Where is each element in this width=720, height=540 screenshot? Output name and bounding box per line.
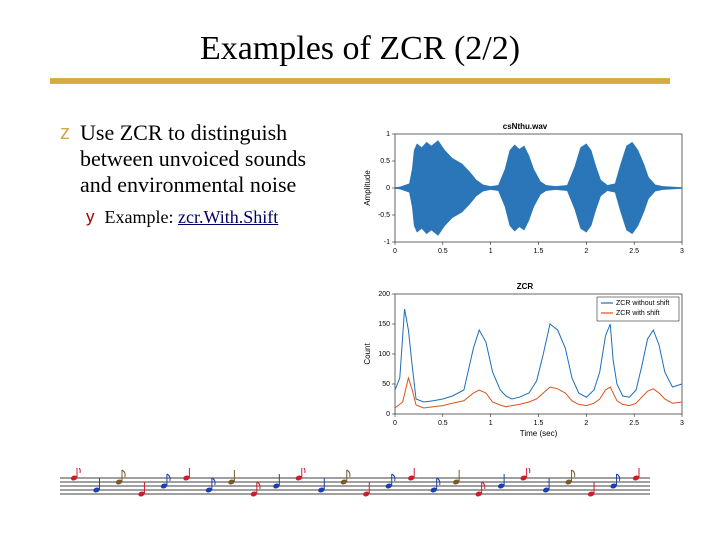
svg-text:0.5: 0.5 (438, 420, 448, 427)
svg-text:1: 1 (386, 131, 390, 138)
svg-text:2.5: 2.5 (629, 420, 639, 427)
svg-text:-0.5: -0.5 (378, 212, 390, 219)
music-staff-decoration (60, 468, 650, 504)
svg-text:-1: -1 (384, 239, 390, 246)
waveform-chart: csNthu.wav Amplitude 0 0.5 1 1.5 2 2.5 3 -1 -0.5 0 0… (360, 120, 690, 260)
svg-text:2: 2 (584, 420, 588, 427)
svg-text:50: 50 (382, 381, 390, 388)
svg-text:3: 3 (680, 420, 684, 427)
svg-text:0: 0 (386, 411, 390, 418)
svg-text:Time (sec): Time (sec) (520, 429, 558, 438)
svg-text:0: 0 (393, 420, 397, 427)
svg-text:1.5: 1.5 (534, 248, 544, 255)
svg-text:ZCR with shift: ZCR with shift (616, 310, 660, 317)
svg-text:0: 0 (393, 248, 397, 255)
svg-text:ZCR without shift: ZCR without shift (616, 300, 669, 307)
svg-text:Amplitude: Amplitude (363, 170, 372, 206)
bullet-marker-z: z (60, 120, 70, 146)
page-title: Examples of ZCR (2/2) (200, 30, 520, 67)
svg-text:150: 150 (378, 321, 390, 328)
svg-text:100: 100 (378, 351, 390, 358)
svg-text:csNthu.wav: csNthu.wav (503, 122, 548, 131)
bullet-text: Use ZCR to distinguish between unvoiced … (80, 120, 340, 198)
title-block: Examples of ZCR (2/2) (0, 30, 720, 68)
svg-text:1: 1 (489, 420, 493, 427)
zcr-chart: ZCR Count Time (sec) 0 0.5 1 1.5 2 2.5 3 0 50 100 150… (360, 280, 690, 440)
slide: Examples of ZCR (2/2) z Use ZCR to disti… (0, 0, 720, 540)
svg-text:2.5: 2.5 (629, 248, 639, 255)
bullet-marker-y: y (86, 206, 95, 228)
svg-text:ZCR: ZCR (517, 282, 534, 291)
svg-text:2: 2 (584, 248, 588, 255)
example-label: Example: (105, 207, 178, 227)
title-underline (50, 76, 670, 86)
bullet-text: Example: zcr.With.Shift (105, 206, 279, 228)
bullet-list: z Use ZCR to distinguish between unvoice… (60, 120, 340, 228)
svg-text:Count: Count (363, 343, 372, 365)
bullet-level1: z Use ZCR to distinguish between unvoice… (60, 120, 340, 198)
svg-text:1.5: 1.5 (534, 420, 544, 427)
svg-text:1: 1 (489, 248, 493, 255)
svg-text:3: 3 (680, 248, 684, 255)
svg-text:0: 0 (386, 185, 390, 192)
svg-text:200: 200 (378, 291, 390, 298)
svg-text:0.5: 0.5 (380, 158, 390, 165)
example-link[interactable]: zcr.With.Shift (178, 207, 278, 227)
svg-text:0.5: 0.5 (438, 248, 448, 255)
bullet-level2: y Example: zcr.With.Shift (86, 206, 340, 228)
